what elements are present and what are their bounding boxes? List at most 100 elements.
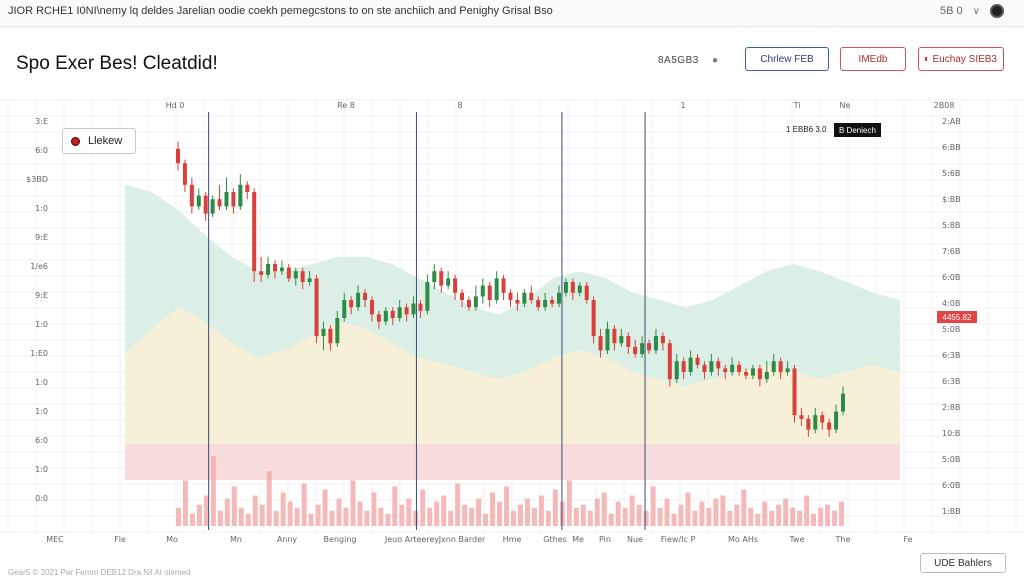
middle-band [125,307,900,444]
candle-body [300,271,305,282]
candle-body [432,271,437,282]
count-label: 5B 0 [940,5,963,17]
tertiary-button[interactable]: Euchay SIEB3 [918,47,1004,71]
volume-bar [608,513,614,526]
candle-body [792,368,797,416]
candle-body [647,343,652,351]
right-tick: 5:6B [942,169,960,178]
volume-bar [217,510,223,526]
left-tick: 1/e6 [30,262,48,271]
candle-body [681,361,686,372]
candle-body [785,368,790,372]
volume-bar [294,507,300,526]
candle-body [841,393,845,412]
chevron-down-icon[interactable]: ∨ [972,5,980,17]
x-tick: Anny [277,535,298,544]
volume-bar [210,456,216,526]
candle-body [328,328,333,344]
volume-bar [287,501,293,526]
page-title: Spo Exer Bes! Cleatdid! [16,53,218,74]
red-swatch-icon [925,57,927,61]
right-tick: 5:0B [942,325,960,334]
volume-bar [252,495,258,526]
volume-bar [790,507,796,526]
volume-bar [622,507,628,526]
right-tick: 7:6B [942,247,960,256]
candle-body [563,282,568,293]
left-tick: 0:0 [35,494,48,503]
candle-body [487,285,492,300]
volume-bar [357,501,363,526]
volume-bar [713,498,719,526]
volume-bar [350,480,356,526]
secondary-button[interactable]: IMEdb [840,47,906,71]
candle-body [633,346,638,354]
x-tick: Nue [627,535,643,544]
volume-bar [238,507,244,526]
left-tick: 6:0 [35,146,48,155]
dot-icon: ● [712,55,719,66]
volume-bar [678,504,684,526]
candle-body [259,271,264,275]
volume-bar [413,510,419,526]
x-tick: Gthes [543,535,567,544]
volume-bar [504,486,509,526]
left-tick: 1:0 [35,378,48,387]
candle-body [702,364,707,372]
axis-ticks: Hd 0 Re 8 8 1 Ti Ne 2B08 3:E 6:0 $3BD 1:0 9:E 1/e6 9:… [26,101,961,544]
candle-body [598,336,603,351]
volume-bar [203,495,209,526]
candle-body [473,296,478,308]
volume-bar [245,513,251,526]
secondary-button-label: IMEdb [858,53,888,65]
candle-body [757,368,762,380]
candle-body [612,328,617,344]
candle-body [189,184,194,207]
volume-bar [511,510,516,526]
top-label: Hd 0 [166,101,185,110]
footer-button[interactable]: UDE Bahlers [920,553,1006,573]
candle-body [217,199,222,207]
candle-body [744,372,749,376]
volume-bars [176,456,844,526]
candle-body [383,310,388,322]
x-tick: Hme [503,535,522,544]
candle-body [307,278,312,282]
candle-body [515,300,520,304]
candle-body [570,282,575,293]
volume-bar [818,507,824,526]
candle-body [453,278,458,293]
candle-body [813,415,818,430]
left-tick: 9:E [35,291,48,300]
volume-bar [839,501,844,526]
volume-bar [594,498,600,526]
right-tick: 6:3B [942,377,960,386]
top-label: 2B08 [934,101,955,110]
top-label: Ti [793,101,801,110]
candle-body [771,361,776,372]
volume-bar [720,495,726,526]
avatar[interactable] [990,4,1004,18]
left-tick: 1:0 [35,465,48,474]
candle-body [418,303,423,311]
candle-body [778,361,783,372]
volume-bar [259,504,265,526]
candle-body [210,199,215,214]
volume-bar [231,486,237,526]
cursor-readout: 1 EBB6 3.0 [786,125,827,134]
left-tick: 1:E0 [30,349,48,358]
volume-bar [266,471,272,526]
candle-body [196,195,201,207]
candle-body [522,292,527,304]
primary-button[interactable]: Chrlew FEB [745,47,829,71]
series-legend[interactable]: Llekew [62,128,136,154]
legend-label: Llekew [88,135,123,147]
volume-bar [538,495,544,526]
volume-bar [280,492,286,526]
volume-bar [804,495,810,526]
candle-body [584,285,589,300]
candle-body [827,422,832,430]
x-tick: The [835,535,851,544]
volume-bar [545,510,551,526]
